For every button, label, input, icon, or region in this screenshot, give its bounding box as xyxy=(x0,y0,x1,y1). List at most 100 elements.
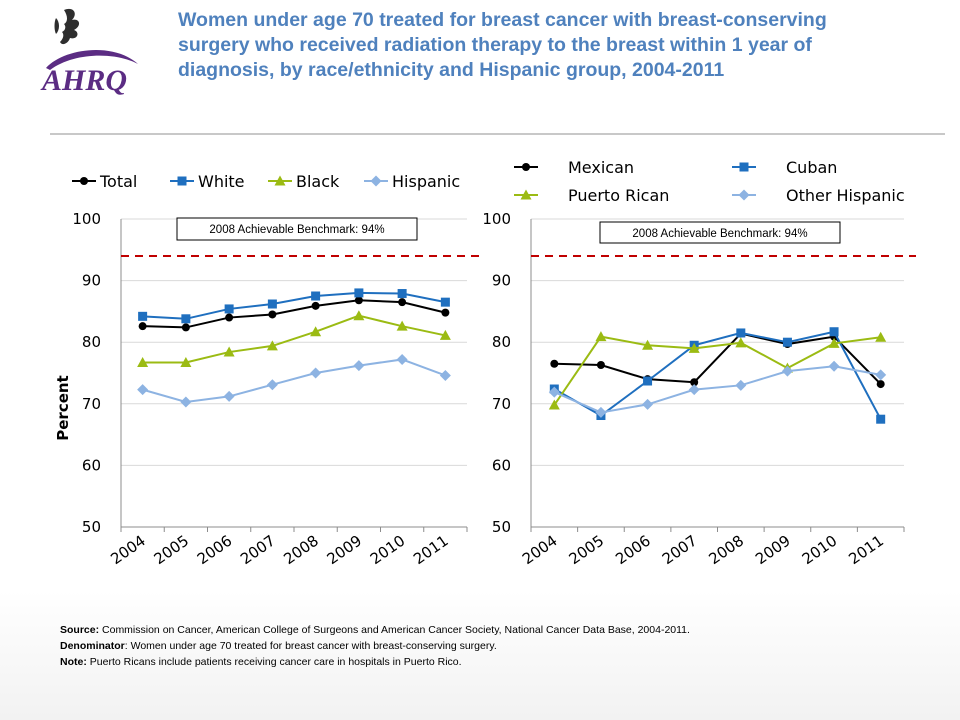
legend-marker xyxy=(739,162,749,172)
footer-notes: Source: Commission on Cancer, American C… xyxy=(60,622,940,670)
data-point xyxy=(354,288,364,298)
data-point xyxy=(548,399,560,410)
x-tick-label: 2008 xyxy=(280,532,322,569)
data-point xyxy=(354,296,363,305)
x-tick-label: 2010 xyxy=(367,532,409,569)
data-point xyxy=(736,328,746,338)
y-axis-label: Percent xyxy=(54,375,72,440)
series-line-mexican xyxy=(554,332,882,385)
data-point xyxy=(876,414,886,424)
denominator-line: Denominator: Women under age 70 treated … xyxy=(60,640,497,652)
y-tick-label: 50 xyxy=(492,518,511,536)
benchmark-box xyxy=(599,221,841,244)
data-point xyxy=(396,353,408,365)
y-axis-label: Percent xyxy=(480,375,482,440)
y-tick-label: 70 xyxy=(82,395,101,413)
data-point xyxy=(781,365,793,377)
y-tick-label: 60 xyxy=(492,456,511,474)
y-tick-label: 100 xyxy=(482,210,511,228)
ahrq-swoosh-icon xyxy=(46,50,138,70)
legend-marker xyxy=(177,176,187,186)
legend-marker xyxy=(80,177,88,185)
y-tick-label: 80 xyxy=(82,333,101,351)
y-tick-label: 90 xyxy=(82,272,101,290)
x-tick-label: 2007 xyxy=(237,532,279,569)
data-point xyxy=(828,360,840,372)
x-tick-label: 2010 xyxy=(799,532,841,569)
legend-marker xyxy=(520,189,532,200)
data-point xyxy=(223,346,235,357)
data-point xyxy=(688,384,700,396)
ahrq-logo-text: AHRQ xyxy=(40,64,127,96)
legend-label: Total xyxy=(99,172,137,191)
data-point xyxy=(311,301,320,310)
data-point xyxy=(439,329,451,340)
legend-label: Hispanic xyxy=(392,172,460,191)
y-tick-label: 60 xyxy=(82,456,101,474)
page-title: Women under age 70 treated for breast ca… xyxy=(178,9,827,81)
legend-marker xyxy=(274,175,286,186)
data-point xyxy=(137,357,149,368)
data-point xyxy=(396,320,408,331)
data-point xyxy=(311,291,321,301)
y-tick-label: 50 xyxy=(82,518,101,536)
data-point xyxy=(595,406,607,418)
legend-label: White xyxy=(198,172,245,191)
data-point xyxy=(876,380,885,389)
data-point xyxy=(138,322,147,331)
data-point xyxy=(353,310,365,321)
data-point xyxy=(398,298,407,307)
y-tick-label: 70 xyxy=(492,395,511,413)
data-point xyxy=(181,314,191,324)
hhs-eagle-icon xyxy=(54,8,80,45)
data-point xyxy=(735,337,747,348)
data-point xyxy=(643,376,653,386)
data-point xyxy=(440,297,450,307)
legend-label: Puerto Rican xyxy=(568,186,669,205)
ahrq-logo: AHRQ xyxy=(40,8,138,96)
legend-label: Mexican xyxy=(568,158,634,177)
x-tick-label: 2006 xyxy=(194,532,236,569)
data-point xyxy=(735,379,747,391)
y-tick-label: 80 xyxy=(492,333,511,351)
data-point xyxy=(181,323,190,332)
data-point xyxy=(439,369,451,381)
data-point xyxy=(642,398,654,410)
data-point xyxy=(266,340,278,351)
y-tick-label: 90 xyxy=(492,272,511,290)
data-point xyxy=(441,308,450,317)
data-point xyxy=(180,357,192,368)
x-tick-label: 2011 xyxy=(845,532,887,569)
data-point xyxy=(828,337,840,348)
data-point xyxy=(782,337,792,347)
note-line: Note: Puerto Ricans include patients rec… xyxy=(60,656,462,668)
legend-label: Cuban xyxy=(786,158,837,177)
x-tick-label: 2004 xyxy=(519,532,561,569)
x-tick-label: 2006 xyxy=(612,532,654,569)
data-point xyxy=(267,299,277,309)
data-point xyxy=(224,304,234,314)
legend-label: Black xyxy=(296,172,340,191)
data-point xyxy=(138,311,148,321)
series-line-cuban xyxy=(553,330,882,420)
data-point xyxy=(310,367,322,379)
data-point xyxy=(268,310,277,319)
data-point xyxy=(595,331,607,342)
data-point xyxy=(225,313,234,322)
series-line-white xyxy=(142,291,446,320)
series-line-hispanic xyxy=(142,358,446,403)
data-point xyxy=(353,360,365,372)
data-point xyxy=(829,327,839,337)
benchmark-label: 2008 Achievable Benchmark: 94% xyxy=(209,224,384,236)
data-point xyxy=(596,360,605,369)
series-line-black xyxy=(142,314,446,364)
data-point xyxy=(137,384,149,396)
legend-label: Other Hispanic xyxy=(786,186,905,205)
data-point xyxy=(688,342,700,353)
x-tick-label: 2004 xyxy=(107,532,149,569)
benchmark-box xyxy=(176,217,418,241)
series-line-other-hispanic xyxy=(553,365,881,414)
benchmark-label: 2008 Achievable Benchmark: 94% xyxy=(632,228,807,240)
x-tick-label: 2009 xyxy=(752,532,794,569)
